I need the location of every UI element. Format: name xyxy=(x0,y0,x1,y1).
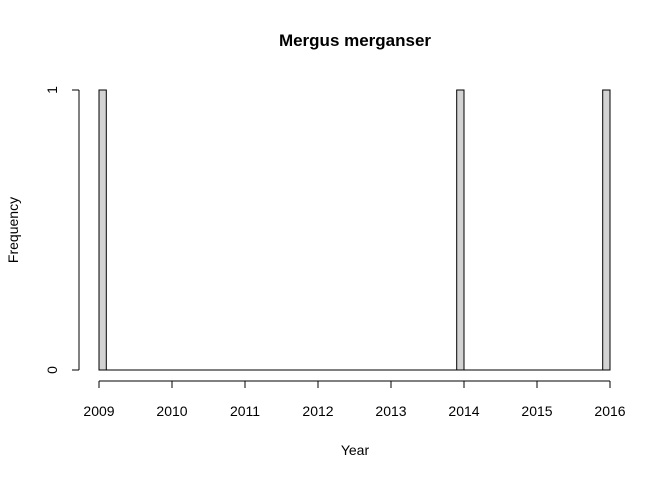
y-tick-label: 1 xyxy=(44,86,60,94)
chart-title: Mergus merganser xyxy=(279,31,431,50)
histogram-bar xyxy=(98,89,107,371)
x-tick-label: 2016 xyxy=(594,403,625,419)
y-tick-label: 0 xyxy=(44,366,60,374)
y-axis-label: Frequency xyxy=(5,197,21,263)
x-tick-label: 2009 xyxy=(83,403,114,419)
x-axis-ticks: 2009 2010 2011 2012 2013 2014 2015 2016 xyxy=(83,381,626,419)
x-tick-label: 2013 xyxy=(375,403,406,419)
histogram-bar xyxy=(602,89,611,371)
x-tick-label: 2011 xyxy=(230,403,260,419)
y-axis-ticks: 01 xyxy=(44,86,79,374)
bars-group xyxy=(98,89,611,371)
x-tick-label: 2015 xyxy=(521,403,552,419)
x-tick-label: 2012 xyxy=(302,403,333,419)
x-axis-label: Year xyxy=(341,442,370,458)
histogram-bar xyxy=(456,89,465,371)
x-tick-label: 2010 xyxy=(156,403,187,419)
x-tick-label: 2014 xyxy=(448,403,479,419)
